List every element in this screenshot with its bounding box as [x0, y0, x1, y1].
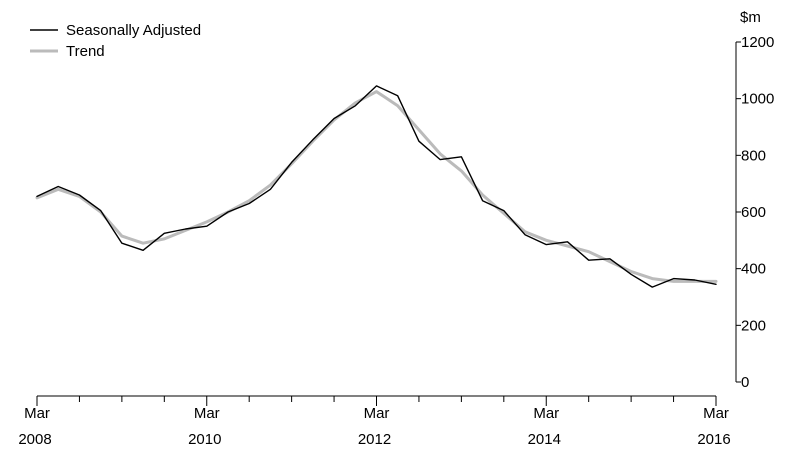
y-axis-ticks: 0 200 400 600 800 1000 1200 — [736, 34, 774, 391]
series-lines — [35, 85, 718, 288]
series-line-seasonally-adjusted — [36, 85, 717, 288]
y-tick-label-600: 600 — [741, 204, 766, 221]
x-tick-label-month: Mar — [24, 405, 50, 422]
y-tick-label-1000: 1000 — [741, 91, 774, 108]
x-tick-label-month: Mar — [194, 405, 220, 422]
y-tick-label-0: 0 — [741, 374, 749, 391]
y-tick-label-200: 200 — [741, 317, 766, 334]
x-tick-label-year-2008: 2008 — [18, 431, 51, 448]
y-tick-label-400: 400 — [741, 261, 766, 278]
x-axis-ticks: Mar 2008 Mar 2010 Mar 2012 Mar 2014 Mar 2016 — [18, 396, 731, 448]
series-line-trend — [35, 90, 718, 283]
legend: Seasonally Adjusted Trend — [30, 22, 201, 60]
x-tick-label-year-2010: 2010 — [188, 431, 221, 448]
y-tick-label-800: 800 — [741, 147, 766, 164]
x-tick-label-year-2016: 2016 — [697, 431, 730, 448]
x-tick-label-month: Mar — [364, 405, 390, 422]
x-tick-label-year-2012: 2012 — [358, 431, 391, 448]
x-tick-label-year-2014: 2014 — [528, 431, 561, 448]
x-tick-label-month: Mar — [533, 405, 559, 422]
legend-label-trend: Trend — [66, 43, 105, 60]
y-tick-label-1200: 1200 — [741, 34, 774, 51]
y-axis-unit-label: $m — [740, 9, 761, 26]
x-tick-label-month: Mar — [703, 405, 729, 422]
legend-label-seasonally-adjusted: Seasonally Adjusted — [66, 22, 201, 39]
